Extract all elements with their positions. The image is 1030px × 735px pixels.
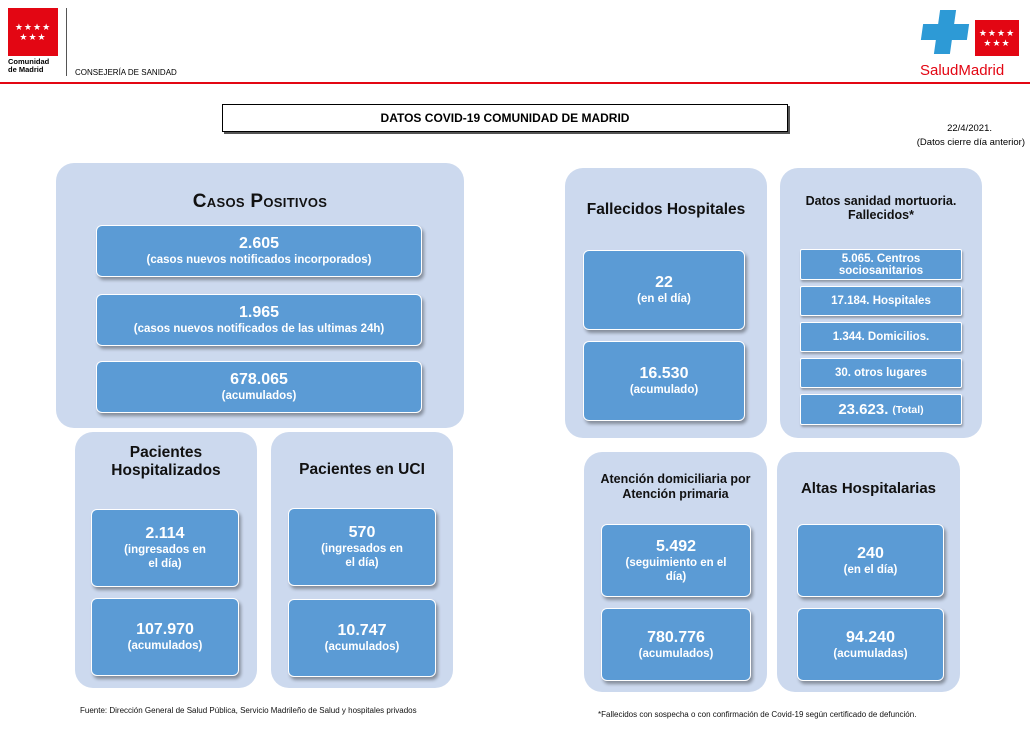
casos-title: Casos Positivos	[192, 191, 328, 212]
fallecidos-panel: Fallecidos Hospitales 22 (en el día) 16.…	[565, 168, 767, 438]
domiciliaria-panel: Atención domiciliaria por Atención prima…	[584, 452, 767, 692]
consejeria-label: CONSEJERÍA DE SANIDAD	[75, 68, 177, 77]
casos-nuevos-24h: 1.965 (casos nuevos notificados de las u…	[96, 294, 422, 346]
altas-dia: 240 (en el día)	[797, 524, 944, 597]
altas-title: Altas Hospitalarias	[800, 480, 937, 497]
salud-madrid-text: SaludMadrid	[920, 62, 1005, 79]
fallecidos-title: Fallecidos Hospitales	[586, 201, 746, 218]
hospitalizados-panel: Pacientes Hospitalizados 2.114 (ingresad…	[75, 432, 257, 688]
mortuoria-otros: 30. otros lugares	[800, 358, 962, 388]
mortuoria-panel: Datos sanidad mortuoria. Fallecidos* 5.0…	[780, 168, 982, 438]
page-title: DATOS COVID-19 COMUNIDAD DE MADRID	[222, 104, 788, 132]
mortuoria-domicilios: 1.344. Domicilios.	[800, 322, 962, 352]
header-divider	[0, 82, 1030, 84]
salud-madrid-logo: ★★★★ ★★★ SaludMadrid	[920, 8, 1020, 80]
footer-note: *Fallecidos con sospecha o con confirmac…	[598, 710, 917, 719]
altas-acumuladas: 94.240 (acumuladas)	[797, 608, 944, 681]
mortuoria-centros: 5.065. Centros sociosanitarios	[800, 249, 962, 280]
logo-text: Comunidad de Madrid	[8, 57, 50, 74]
madrid-flag-icon: ★★★★ ★★★	[8, 8, 58, 56]
casos-nuevos-incorporados: 2.605 (casos nuevos notificados incorpor…	[96, 225, 422, 277]
mortuoria-total: 23.623. (Total)	[800, 394, 962, 425]
uci-dia: 570 (ingresados en el día)	[288, 508, 436, 586]
fallecidos-acumulado: 16.530 (acumulado)	[583, 341, 745, 421]
hospitalizados-title: Pacientes Hospitalizados	[111, 444, 221, 479]
domiciliaria-dia: 5.492 (seguimiento en el día)	[601, 524, 751, 597]
uci-panel: Pacientes en UCI 570 (ingresados en el d…	[271, 432, 453, 688]
mortuoria-title: Datos sanidad mortuoria. Fallecidos*	[805, 194, 957, 222]
casos-positivos-panel: Casos Positivos 2.605 (casos nuevos noti…	[56, 163, 464, 428]
report-date-note: (Datos cierre día anterior)	[916, 137, 1025, 148]
hospitalizados-dia: 2.114 (ingresados en el día)	[91, 509, 239, 587]
hospitalizados-acumulados: 107.970 (acumulados)	[91, 598, 239, 676]
logo-divider	[66, 8, 67, 76]
mortuoria-hospitales: 17.184. Hospitales	[800, 286, 962, 316]
domiciliaria-acumulados: 780.776 (acumulados)	[601, 608, 751, 681]
fallecidos-dia: 22 (en el día)	[583, 250, 745, 330]
footer-source: Fuente: Dirección General de Salud Públi…	[80, 706, 417, 715]
report-date: 22/4/2021.	[947, 123, 992, 134]
altas-panel: Altas Hospitalarias 240 (en el día) 94.2…	[777, 452, 960, 692]
flag-stars: ★★★★ ★★★	[14, 22, 52, 42]
domiciliaria-title: Atención domiciliaria por Atención prima…	[600, 472, 751, 501]
salud-flag-icon: ★★★★ ★★★	[975, 20, 1019, 56]
cross-icon	[920, 8, 970, 56]
uci-title: Pacientes en UCI	[299, 461, 425, 478]
casos-acumulados: 678.065 (acumulados)	[96, 361, 422, 413]
comunidad-madrid-logo: ★★★★ ★★★ Comunidad de Madrid	[8, 8, 58, 74]
uci-acumulados: 10.747 (acumulados)	[288, 599, 436, 677]
